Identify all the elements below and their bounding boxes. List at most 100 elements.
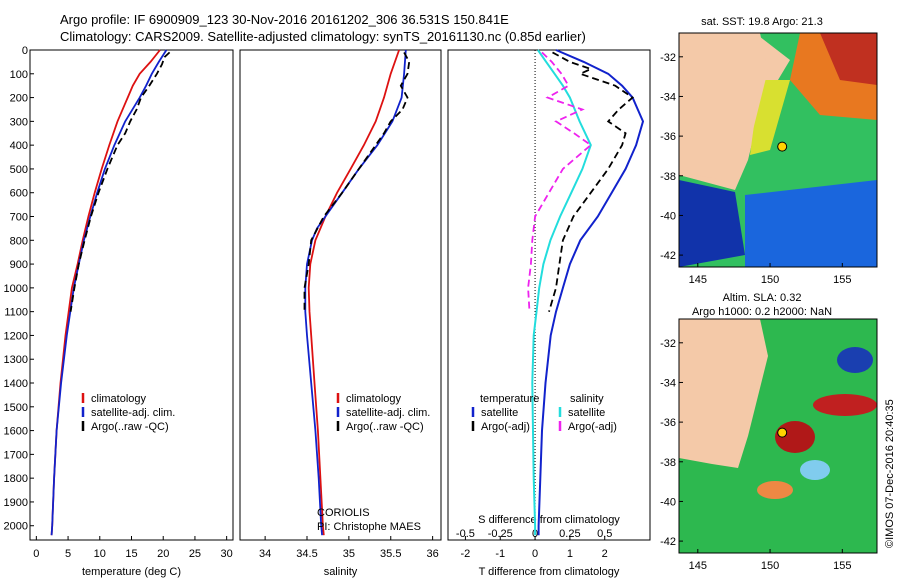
- map-lat-tick-label: -32: [660, 338, 676, 350]
- y-tick-label: 2000: [4, 521, 28, 533]
- salinity-legend: climatology satellite-adj. clim. Argo(..ra…: [336, 393, 430, 433]
- x-tick-label: 0: [532, 548, 538, 560]
- series-satellite: [50, 49, 168, 536]
- sla-map-title1: Altim. SLA: 0.32: [723, 292, 802, 304]
- sla-map: Altim. SLA: 0.32 Argo h1000: 0.2 h2000: …: [660, 292, 878, 572]
- legend-label: climatology: [346, 393, 402, 405]
- map-lat-tick-label: -34: [660, 91, 676, 103]
- s-tick-label: -0.5: [456, 528, 475, 540]
- y-tick-label: 1800: [4, 473, 28, 485]
- x-tick-label: 35: [343, 548, 355, 560]
- map-lat-tick-label: -32: [660, 52, 676, 64]
- sst-map-title: sat. SST: 19.8 Argo: 21.3: [701, 16, 823, 28]
- sst-argo-location-marker: [777, 141, 788, 152]
- x-tick-label: 25: [189, 548, 201, 560]
- sla-argo-location-marker: [777, 427, 788, 438]
- y-tick-label: 1300: [4, 354, 28, 366]
- map-lon-tick-label: 155: [833, 560, 851, 572]
- legend-title-temperature: temperature: [480, 393, 539, 405]
- panel-difference: -2 -1 0 1 2 T difference from climatology -0.5…: [447, 49, 651, 578]
- y-tick-label: 800: [10, 235, 28, 247]
- y-tick-label: 600: [10, 188, 28, 200]
- legend-label: climatology: [91, 393, 147, 405]
- sla-map-low-eddy: [837, 347, 873, 373]
- map-lon-tick-label: 150: [761, 560, 779, 572]
- map-lon-tick-label: 155: [833, 274, 851, 286]
- map-lon-tick-label: 145: [689, 274, 707, 286]
- map-lat-tick-label: -42: [660, 250, 676, 262]
- series-argo: [69, 51, 171, 312]
- x-tick-label: 20: [157, 548, 169, 560]
- x-tick-label: 34.5: [296, 548, 317, 560]
- x-tick-label: -1: [495, 548, 505, 560]
- legend-label: Argo(..raw -QC): [346, 421, 424, 433]
- sla-map-warm-patch: [757, 481, 793, 499]
- x-tick-label: 0: [33, 548, 39, 560]
- series-climatology: [307, 49, 400, 536]
- legend-title-salinity: salinity: [570, 393, 604, 405]
- x-tick-label: 30: [221, 548, 233, 560]
- x-tick-label: 34: [259, 548, 271, 560]
- x-tick-label: 15: [125, 548, 137, 560]
- y-tick-label: 900: [10, 259, 28, 271]
- legend-label: satellite: [568, 407, 605, 419]
- salinity-frame: [239, 49, 442, 541]
- map-lat-tick-label: -34: [660, 377, 676, 389]
- y-tick-label: 400: [10, 140, 28, 152]
- difference-frame: [447, 49, 651, 541]
- temperature-legend: climatology satellite-adj. clim. Argo(..ra…: [81, 393, 175, 433]
- y-tick-label: 1100: [4, 307, 28, 319]
- sla-map-high-band: [813, 394, 877, 416]
- temperature-frame: [29, 49, 234, 541]
- s-tick-label: 0.25: [559, 528, 580, 540]
- panel-temperature: 0100200300400500600700800900100011001200…: [4, 45, 234, 578]
- x-tick-label: 1: [567, 548, 573, 560]
- s-diff-xlabel: S difference from climatology: [478, 514, 620, 526]
- series-T-argo: [548, 51, 635, 312]
- map-lat-tick-label: -38: [660, 457, 676, 469]
- difference-legend: temperature salinity satellite Argo(-adj) sa…: [471, 393, 617, 433]
- sst-map: sat. SST: 19.8 Argo: 21.3 -32 -34 -36 -38 -4…: [660, 16, 878, 286]
- panel-salinity: 34 34.5 35 35.5 36 salinity climatology satelli…: [239, 49, 442, 578]
- credit-agency: CORIOLIS: [317, 507, 370, 519]
- legend-label: Argo(-adj): [568, 421, 617, 433]
- sla-map-low-patch: [800, 460, 830, 480]
- legend-label: satellite-adj. clim.: [91, 407, 175, 419]
- y-tick-label: 1000: [4, 283, 28, 295]
- legend-label: satellite: [481, 407, 518, 419]
- sst-map-cold-water: [679, 180, 745, 267]
- y-tick-label: 700: [10, 212, 28, 224]
- temperature-xlabel: temperature (deg C): [82, 566, 181, 578]
- series-T-satellite: [537, 49, 645, 536]
- map-lon-tick-label: 145: [689, 560, 707, 572]
- s-tick-label: -0.25: [488, 528, 513, 540]
- y-tick-label: 1900: [4, 497, 28, 509]
- y-tick-label: 500: [10, 164, 28, 176]
- sst-map-hot-core: [820, 33, 877, 85]
- x-tick-label: 36: [427, 548, 439, 560]
- map-lat-tick-label: -36: [660, 417, 676, 429]
- difference-xlabel: T difference from climatology: [479, 566, 620, 578]
- credit-pi: PI: Christophe MAES: [317, 521, 421, 533]
- y-tick-label: 0: [22, 45, 28, 57]
- y-tick-label: 1700: [4, 449, 28, 461]
- legend-label: satellite-adj. clim.: [346, 407, 430, 419]
- map-lat-tick-label: -36: [660, 131, 676, 143]
- s-tick-label: 0.5: [597, 528, 612, 540]
- series-climatology: [50, 49, 161, 536]
- y-tick-label: 1200: [4, 330, 28, 342]
- map-lon-tick-label: 150: [761, 274, 779, 286]
- map-lat-tick-label: -40: [660, 496, 676, 508]
- y-tick-label: 300: [10, 116, 28, 128]
- x-tick-label: 35.5: [380, 548, 401, 560]
- map-lat-tick-label: -42: [660, 536, 676, 548]
- x-tick-label: 2: [602, 548, 608, 560]
- sst-map-cool-band: [745, 180, 877, 267]
- y-tick-label: 100: [10, 69, 28, 81]
- copyright-stamp: ©IMOS 07-Dec-2016 20:40:35: [884, 399, 896, 548]
- sla-map-title2: Argo h1000: 0.2 h2000: NaN: [692, 306, 832, 318]
- sla-map-coast: [679, 319, 768, 468]
- y-tick-label: 200: [10, 93, 28, 105]
- x-tick-label: -2: [461, 548, 471, 560]
